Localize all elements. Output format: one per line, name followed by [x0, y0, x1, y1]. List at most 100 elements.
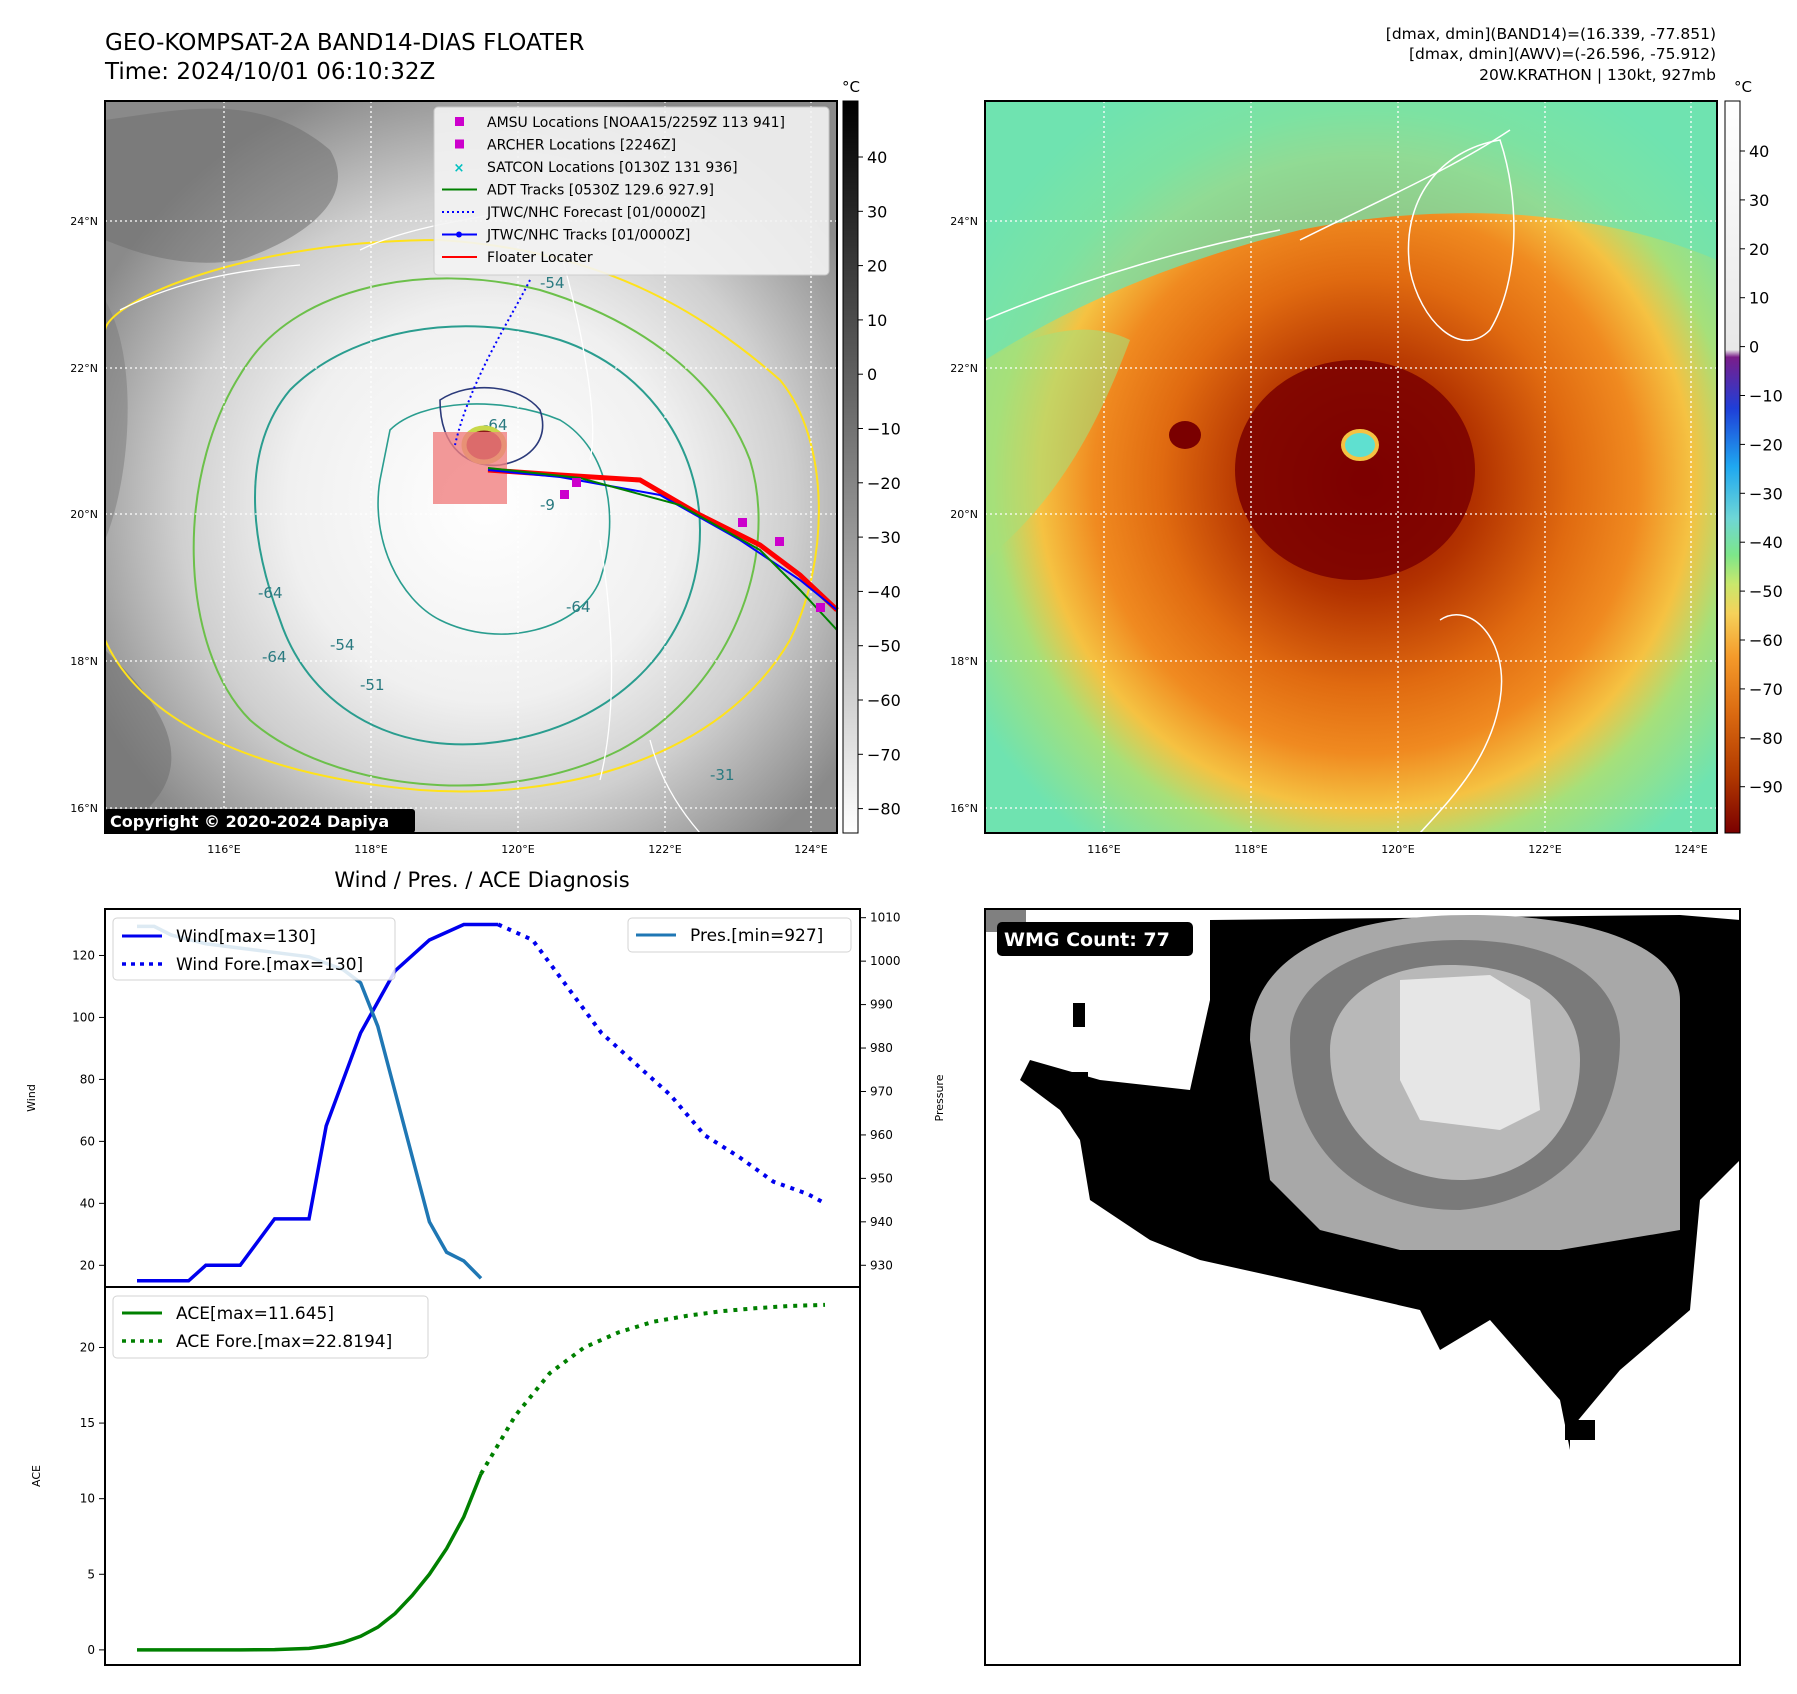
colorbar-tick-label: −30 [867, 528, 901, 547]
colorbar-tick-label: 40 [867, 148, 887, 167]
legend-square-marker [455, 139, 464, 149]
colorbar-tick-label: 0 [1749, 338, 1759, 357]
amsu-markers [560, 478, 825, 612]
luzon-coastline [1419, 614, 1503, 833]
svg-text:24°N: 24°N [70, 215, 98, 228]
ace-tick-label: 10 [80, 1492, 95, 1506]
map-frame [104, 100, 838, 834]
contour-line [254, 325, 702, 746]
legend-label: Floater Locater [487, 250, 593, 266]
legend-wind: Wind[max=130] [176, 927, 316, 947]
map-frame [984, 100, 1718, 834]
colorbar-unit: °C [842, 78, 860, 96]
legend-x-marker: × [454, 161, 465, 176]
pressure-tick-label: 1010 [870, 911, 901, 925]
svg-text:22°N: 22°N [950, 362, 978, 375]
cloud-free-region [105, 300, 128, 540]
wind-tick-label: 100 [72, 1010, 95, 1024]
legend-pres: Pres.[min=927] [690, 926, 823, 946]
figure-time: Time: 2024/10/01 06:10:32Z [104, 59, 435, 85]
colorbar-tick-label: −80 [1749, 729, 1783, 748]
legend-ace-fore: ACE Fore.[max=22.8194] [176, 1332, 392, 1352]
jtwc-track [487, 469, 838, 611]
contour-line [105, 238, 820, 793]
svg-text:122°E: 122°E [1528, 843, 1561, 856]
wind-tick-label: 60 [80, 1134, 95, 1148]
legend-ace: ACE[max=11.645] [176, 1304, 334, 1324]
colorbar-tick-label: −30 [1749, 484, 1783, 503]
legend-row: Floater Locater [442, 250, 593, 266]
ace-tick-label: 15 [80, 1416, 95, 1430]
copyright-bg [105, 809, 415, 833]
ir-gray-map: -64 -64 -64 -64 -54 -54 -31 -51 -9 Copyr… [104, 100, 839, 834]
ir-color-map [984, 100, 1718, 834]
colorbar-tick-label: 30 [867, 202, 887, 221]
wind-series-line [137, 922, 499, 1283]
legend-wind-fore: Wind Fore.[max=130] [176, 955, 363, 975]
coastline [559, 249, 701, 833]
pressure-tick-label: 970 [870, 1084, 893, 1098]
cold-free-area [985, 101, 1717, 360]
svg-text:-54: -54 [330, 636, 355, 654]
wmg-pixel [1565, 1420, 1595, 1440]
pressure-tick-label: 940 [870, 1215, 893, 1229]
colorbar-tick-label: −50 [867, 637, 901, 656]
legend-square-marker [455, 117, 464, 126]
svg-text:16°N: 16°N [70, 802, 98, 815]
colorbar-tick-label: 10 [1749, 289, 1769, 308]
awv-range: [dmax, dmin](AWV)=(-26.596, -75.912) [1409, 45, 1716, 63]
colorbar-tick-label: −20 [1749, 435, 1783, 454]
ace-ylabel: ACE [30, 1465, 43, 1487]
svg-text:-64: -64 [566, 598, 591, 616]
cloud-free-region [105, 650, 172, 833]
svg-text:120°E: 120°E [501, 843, 534, 856]
svg-text:118°E: 118°E [354, 843, 387, 856]
svg-text:20°N: 20°N [950, 508, 978, 521]
svg-text:122°E: 122°E [648, 843, 681, 856]
wmg-pixel [1190, 1158, 1204, 1172]
wind-tick-label: 20 [80, 1258, 95, 1272]
coastline [985, 129, 1511, 321]
pressure-tick-label: 980 [870, 1041, 893, 1055]
colorbar-tick-label: 10 [867, 311, 887, 330]
map-gridlines [985, 101, 1717, 833]
svg-text:118°E: 118°E [1234, 843, 1267, 856]
legend-row: ARCHER Locations [2246Z] [455, 138, 676, 154]
ace-legend: ACE[max=11.645] ACE Fore.[max=22.8194] [112, 1295, 429, 1359]
ace-series-line [137, 1473, 483, 1652]
svg-text:116°E: 116°E [207, 843, 240, 856]
colorbar-tick-label: −60 [867, 691, 901, 710]
ace-tick-label: 0 [87, 1643, 95, 1657]
diagnosis-title: Wind / Pres. / ACE Diagnosis [334, 868, 629, 892]
svg-text:116°E: 116°E [1087, 843, 1120, 856]
map-legend: AMSU Locations [NOAA15/2259Z 113 941] ARC… [433, 106, 830, 276]
colorbar-tick-label: −40 [1749, 533, 1783, 552]
wmg-pixel [1073, 1003, 1085, 1027]
wmg-panel: WMG Count: 77 [984, 908, 1741, 1666]
legend-label: SATCON Locations [0130Z 131 936] [487, 160, 738, 176]
right-map-axis-labels: 116°E 118°E 120°E 122°E 124°E 24°N 22°N … [950, 215, 1708, 856]
pressure-tick-label: 1000 [870, 954, 901, 968]
ace-chart: ACE 0 5 10 15 20 ACE[max=11.645] ACE Fore.[m… [30, 1286, 861, 1666]
gray-colorbar: °C 40 30 20 10 0 −10 −20 −30 −40 −50 −60 −70 −80 [842, 78, 901, 834]
pressure-tick-label: 960 [870, 1128, 893, 1142]
wind-tick-label: 40 [80, 1196, 95, 1210]
wind-pressure-chart: Wind Pressure 20 40 60 80 100 120 930 940 950 96… [25, 908, 946, 1288]
cold-free-area [985, 329, 1130, 560]
colorbar-tick-label: 40 [1749, 142, 1769, 161]
colorbar-tick-label: 20 [1749, 240, 1769, 259]
colorbar-tick-label: −60 [1749, 631, 1783, 650]
wmg-pixel [1060, 1072, 1088, 1086]
svg-text:124°E: 124°E [1674, 843, 1707, 856]
svg-text:16°N: 16°N [950, 802, 978, 815]
legend-row: AMSU Locations [NOAA15/2259Z 113 941] [455, 115, 785, 131]
contour-line [192, 277, 760, 787]
colorbar-tick-label: −10 [867, 420, 901, 439]
colorbar-tick-label: −50 [1749, 582, 1783, 601]
svg-text:-51: -51 [360, 676, 385, 694]
cold-cloud-core [1235, 360, 1475, 580]
legend-row: JTWC/NHC Tracks [01/0000Z] [442, 228, 690, 244]
svg-text:124°E: 124°E [794, 843, 827, 856]
svg-text:20°N: 20°N [70, 508, 98, 521]
colorbar-tick-label: 0 [867, 365, 877, 384]
